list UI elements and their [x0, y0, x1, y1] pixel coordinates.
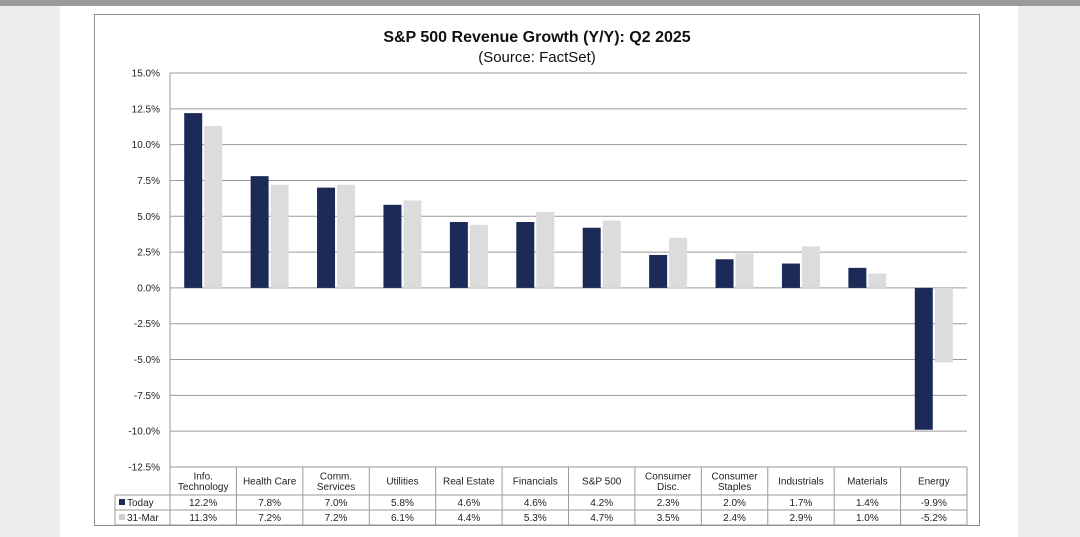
chart-frame: S&P 500 Revenue Growth (Y/Y): Q2 2025 (S…	[94, 14, 980, 526]
bar-31-mar	[536, 211, 555, 288]
y-tick-label: -10.0%	[128, 427, 160, 438]
bar-31-mar	[270, 184, 289, 288]
legend-label: 31-Mar	[127, 513, 159, 524]
y-tick-label: 12.5%	[132, 104, 160, 115]
data-label: 2.9%	[790, 513, 813, 524]
data-label: 7.2%	[258, 513, 281, 524]
category-label: S&P 500	[582, 477, 622, 488]
bar-today	[582, 227, 601, 288]
bar-today	[848, 267, 867, 288]
bar-chart: 15.0% 12.5% 10.0% 7.5% 5.0% 2.5% 0.0% -2.5% -5.0…	[114, 69, 968, 526]
data-label: 5.3%	[524, 513, 547, 524]
data-label: 5.8%	[391, 498, 414, 509]
data-label: 7.2%	[325, 513, 348, 524]
bar-31-mar	[934, 287, 953, 363]
category-label: Financials	[513, 477, 558, 488]
bar-today	[649, 254, 668, 288]
category-label: Consumer	[711, 471, 758, 482]
y-tick-label: 5.0%	[137, 212, 160, 223]
data-label: 4.6%	[457, 498, 480, 509]
bar-31-mar	[403, 200, 422, 288]
data-label: 7.0%	[325, 498, 348, 509]
category-label: Info.	[193, 471, 212, 482]
data-label: 4.4%	[457, 513, 480, 524]
data-label: 2.0%	[723, 498, 746, 509]
category-label: Health Care	[243, 477, 297, 488]
y-tick-label: -7.5%	[134, 391, 160, 402]
bar-today	[250, 176, 269, 288]
category-label: Services	[317, 482, 355, 493]
y-tick-label: 2.5%	[137, 248, 160, 259]
bar-today	[781, 263, 800, 288]
bar-31-mar	[204, 126, 223, 288]
data-label: 1.0%	[856, 513, 879, 524]
data-label: 7.8%	[258, 498, 281, 509]
category-label: Materials	[847, 477, 888, 488]
data-label: -5.2%	[921, 513, 947, 524]
legend-key	[119, 514, 125, 520]
y-tick-label: 15.0%	[132, 69, 160, 80]
data-label: 1.4%	[856, 498, 879, 509]
data-label: 3.5%	[657, 513, 680, 524]
bar-today	[449, 222, 468, 288]
category-label: Technology	[178, 482, 229, 493]
legend-label: Today	[127, 498, 154, 509]
bar-31-mar	[735, 253, 754, 288]
category-label: Industrials	[778, 477, 824, 488]
category-label: Staples	[718, 482, 751, 493]
bar-31-mar	[469, 224, 488, 288]
y-tick-label: 10.0%	[132, 140, 160, 151]
data-label: 12.2%	[189, 498, 217, 509]
bar-today	[383, 204, 402, 288]
page-edge	[0, 0, 1080, 6]
bar-31-mar	[669, 237, 688, 288]
bar-today	[516, 222, 535, 288]
y-tick-label: -5.0%	[134, 355, 160, 366]
bar-31-mar	[602, 220, 621, 288]
bar-31-mar	[801, 246, 820, 288]
category-label: Consumer	[645, 471, 692, 482]
category-label: Disc.	[657, 482, 679, 493]
data-label: 6.1%	[391, 513, 414, 524]
chart-title: S&P 500 Revenue Growth (Y/Y): Q2 2025	[383, 29, 691, 46]
y-tick-label: -2.5%	[134, 319, 160, 330]
y-tick-label: 0.0%	[137, 283, 160, 294]
bar-today	[317, 187, 336, 288]
bar-today	[715, 259, 734, 288]
data-label: -9.9%	[921, 498, 947, 509]
data-label: 1.7%	[790, 498, 813, 509]
legend-key	[119, 499, 125, 505]
chart-subtitle: (Source: FactSet)	[478, 49, 596, 66]
data-label: 4.6%	[524, 498, 547, 509]
bar-today	[184, 113, 203, 288]
data-label: 2.3%	[657, 498, 680, 509]
y-tick-label: 7.5%	[137, 176, 160, 187]
data-label: 4.7%	[590, 513, 613, 524]
bar-today	[914, 287, 933, 430]
category-label: Real Estate	[443, 477, 495, 488]
document-page: S&P 500 Revenue Growth (Y/Y): Q2 2025 (S…	[60, 6, 1018, 537]
bar-31-mar	[337, 184, 356, 288]
category-label: Utilities	[386, 477, 418, 488]
category-label: Energy	[918, 477, 950, 488]
data-label: 4.2%	[590, 498, 613, 509]
category-label: Comm.	[320, 471, 352, 482]
data-label: 2.4%	[723, 513, 746, 524]
bar-31-mar	[868, 273, 887, 288]
data-label: 11.3%	[189, 513, 217, 524]
y-tick-label: -12.5%	[128, 463, 160, 474]
